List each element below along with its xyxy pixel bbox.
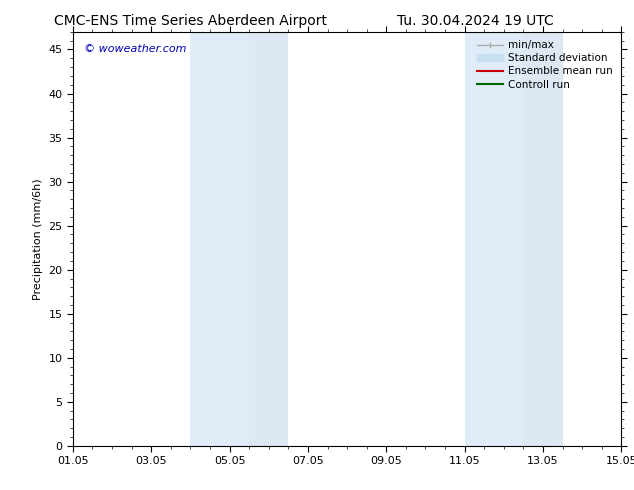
Bar [190, 32, 249, 446]
Text: © woweather.com: © woweather.com [84, 44, 186, 54]
Bar [524, 32, 562, 446]
Bar [249, 32, 288, 446]
Text: Tu. 30.04.2024 19 UTC: Tu. 30.04.2024 19 UTC [397, 14, 554, 28]
Text: CMC-ENS Time Series Aberdeen Airport: CMC-ENS Time Series Aberdeen Airport [54, 14, 327, 28]
Bar [465, 32, 524, 446]
Y-axis label: Precipitation (mm/6h): Precipitation (mm/6h) [33, 178, 43, 300]
Legend: min/max, Standard deviation, Ensemble mean run, Controll run: min/max, Standard deviation, Ensemble me… [474, 37, 616, 93]
